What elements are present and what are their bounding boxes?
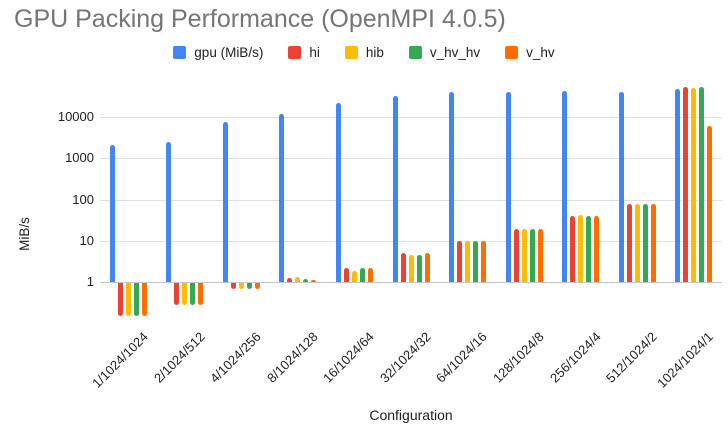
bar-v-hv-16-1024-64[interactable] bbox=[367, 267, 373, 282]
x-tick-label-text: 4/1024/256 bbox=[207, 329, 264, 386]
legend-item-hi[interactable]: hi bbox=[288, 45, 320, 60]
y-tick-label-1000: 1000 bbox=[65, 150, 94, 166]
bar-hib-128-1024-8[interactable] bbox=[521, 229, 527, 282]
bar-gpu-mib-s-2-1024-512[interactable] bbox=[166, 142, 172, 282]
bar-gpu-mib-s-128-1024-8[interactable] bbox=[505, 91, 511, 282]
bar-hib-32-1024-32[interactable] bbox=[408, 255, 414, 282]
bar-v-hv-hv-32-1024-32[interactable] bbox=[416, 255, 422, 282]
x-axis-tick-labels: 1/1024/1024 2/1024/512 4/1024/256 8/1024/12… bbox=[89, 329, 722, 401]
legend-label: v_hv bbox=[526, 45, 555, 60]
x-tick-label-text: 8/1024/128 bbox=[263, 329, 321, 386]
legend-swatch-hib bbox=[344, 46, 358, 59]
bar-hib-1024-1024-1[interactable] bbox=[691, 88, 697, 282]
bar-v-hv-hv-1024-1024-1[interactable] bbox=[699, 86, 705, 282]
x-tick-label-text: 512/1024/2 bbox=[603, 329, 660, 386]
legend-swatch-gpu-mib-s bbox=[173, 46, 187, 59]
y-axis-tick-labels: 10000 1000 100 10 1 bbox=[0, 88, 94, 320]
bar-hib-16-1024-64[interactable] bbox=[351, 270, 357, 282]
bar-gpu-mib-s-16-1024-64[interactable] bbox=[335, 103, 341, 282]
bar-v-hv-4-1024-256[interactable] bbox=[254, 283, 260, 290]
y-tick-label-1: 1 bbox=[86, 274, 94, 289]
legend-label: gpu (MiB/s) bbox=[194, 45, 264, 60]
bar-hi-128-1024-8[interactable] bbox=[513, 229, 519, 282]
bar-v-hv-hv-16-1024-64[interactable] bbox=[359, 267, 365, 282]
bar-v-hv-512-1024-2[interactable] bbox=[650, 203, 656, 282]
x-tick-label-text: 64/1024/16 bbox=[433, 329, 491, 386]
bar-v-hv-hv-4-1024-256[interactable] bbox=[246, 283, 252, 290]
legend-label: hi bbox=[309, 45, 320, 60]
bar-gpu-mib-s-256-1024-4[interactable] bbox=[562, 90, 568, 282]
x-tick-label-text: 1/1024/1024 bbox=[89, 329, 151, 391]
y-tick-label-100: 100 bbox=[72, 191, 94, 207]
bar-gpu-mib-s-512-1024-2[interactable] bbox=[618, 91, 624, 282]
bar-v-hv-hv-128-1024-8[interactable] bbox=[529, 229, 535, 282]
bar-v-hv-hv-8-1024-128[interactable] bbox=[303, 278, 309, 282]
gridline-100 bbox=[100, 199, 722, 201]
bar-v-hv-hv-512-1024-2[interactable] bbox=[642, 204, 648, 282]
legend-item-gpu-mib-s[interactable]: gpu (MiB/s) bbox=[173, 45, 263, 60]
bar-v-hv-hv-1-1024-1024[interactable] bbox=[133, 283, 139, 316]
x-tick-label-text: 1024/1024/1 bbox=[654, 329, 717, 391]
bar-hi-64-1024-16[interactable] bbox=[457, 240, 463, 282]
gridline-10 bbox=[100, 240, 722, 242]
bar-gpu-mib-s-4-1024-256[interactable] bbox=[222, 121, 228, 282]
legend-item-v-hv[interactable]: v_hv bbox=[505, 45, 555, 60]
bar-v-hv-64-1024-16[interactable] bbox=[481, 240, 487, 282]
bar-hi-2-1024-512[interactable] bbox=[174, 283, 180, 305]
legend-item-v-hv-hv[interactable]: v_hv_hv bbox=[408, 45, 481, 60]
gridline-10000 bbox=[100, 117, 722, 119]
bar-hib-512-1024-2[interactable] bbox=[634, 203, 640, 282]
bar-hib-64-1024-16[interactable] bbox=[465, 240, 471, 282]
y-tick-label-10: 10 bbox=[79, 232, 94, 248]
bar-hi-8-1024-128[interactable] bbox=[287, 278, 293, 282]
legend-swatch-v-hv-hv bbox=[408, 46, 422, 59]
bar-hi-1-1024-1024[interactable] bbox=[117, 283, 123, 316]
bar-v-hv-1024-1024-1[interactable] bbox=[707, 126, 713, 282]
plot-area bbox=[100, 86, 722, 320]
bar-gpu-mib-s-1-1024-1024[interactable] bbox=[109, 145, 115, 282]
baseline-gridline bbox=[100, 282, 722, 283]
bar-gpu-mib-s-1024-1024-1[interactable] bbox=[675, 88, 681, 282]
legend-item-hib[interactable]: hib bbox=[344, 45, 384, 60]
chart-legend: gpu (MiB/s) hi hib v_hv_hv v_hv bbox=[0, 45, 728, 60]
bar-gpu-mib-s-32-1024-32[interactable] bbox=[392, 96, 398, 282]
bar-hib-8-1024-128[interactable] bbox=[295, 277, 301, 282]
bar-hi-32-1024-32[interactable] bbox=[400, 253, 406, 282]
legend-label: v_hv_hv bbox=[429, 45, 481, 60]
y-axis-title: MiB/s bbox=[17, 217, 32, 251]
bar-v-hv-32-1024-32[interactable] bbox=[424, 253, 430, 282]
bar-v-hv-1-1024-1024[interactable] bbox=[141, 283, 147, 316]
bar-hib-256-1024-4[interactable] bbox=[578, 215, 584, 282]
bar-v-hv-2-1024-512[interactable] bbox=[198, 283, 204, 305]
x-tick-label-text: 2/1024/512 bbox=[150, 329, 208, 386]
bar-hi-1024-1024-1[interactable] bbox=[683, 86, 689, 282]
bar-hib-4-1024-256[interactable] bbox=[238, 283, 244, 290]
bar-v-hv-hv-64-1024-16[interactable] bbox=[473, 240, 479, 282]
legend-swatch-v-hv bbox=[505, 46, 519, 59]
bar-v-hv-hv-256-1024-4[interactable] bbox=[586, 215, 592, 282]
x-tick-label-text: 256/1024/4 bbox=[546, 329, 604, 386]
legend-label: hib bbox=[365, 45, 384, 60]
bar-gpu-mib-s-8-1024-128[interactable] bbox=[279, 113, 285, 282]
y-tick-label-10000: 10000 bbox=[57, 109, 94, 125]
bar-hib-2-1024-512[interactable] bbox=[182, 283, 188, 305]
x-tick-label-text: 32/1024/32 bbox=[376, 329, 434, 386]
legend-swatch-hi bbox=[288, 46, 302, 59]
x-axis-title: Configuration bbox=[369, 407, 453, 423]
bar-hi-256-1024-4[interactable] bbox=[570, 216, 576, 282]
bar-hi-16-1024-64[interactable] bbox=[343, 267, 349, 282]
bar-v-hv-256-1024-4[interactable] bbox=[594, 215, 600, 282]
x-tick-label-text: 128/1024/8 bbox=[490, 329, 547, 386]
bar-v-hv-hv-2-1024-512[interactable] bbox=[190, 283, 196, 305]
x-tick-label-text: 16/1024/64 bbox=[320, 329, 378, 386]
bar-hib-1-1024-1024[interactable] bbox=[125, 283, 131, 316]
bar-hi-512-1024-2[interactable] bbox=[626, 204, 632, 282]
gridline-1000 bbox=[100, 158, 722, 160]
bar-v-hv-8-1024-128[interactable] bbox=[311, 279, 317, 282]
chart-title: GPU Packing Performance (OpenMPI 4.0.5) bbox=[14, 5, 506, 33]
bar-hi-4-1024-256[interactable] bbox=[230, 283, 236, 290]
bar-v-hv-128-1024-8[interactable] bbox=[537, 229, 543, 282]
bar-gpu-mib-s-64-1024-16[interactable] bbox=[449, 92, 455, 282]
